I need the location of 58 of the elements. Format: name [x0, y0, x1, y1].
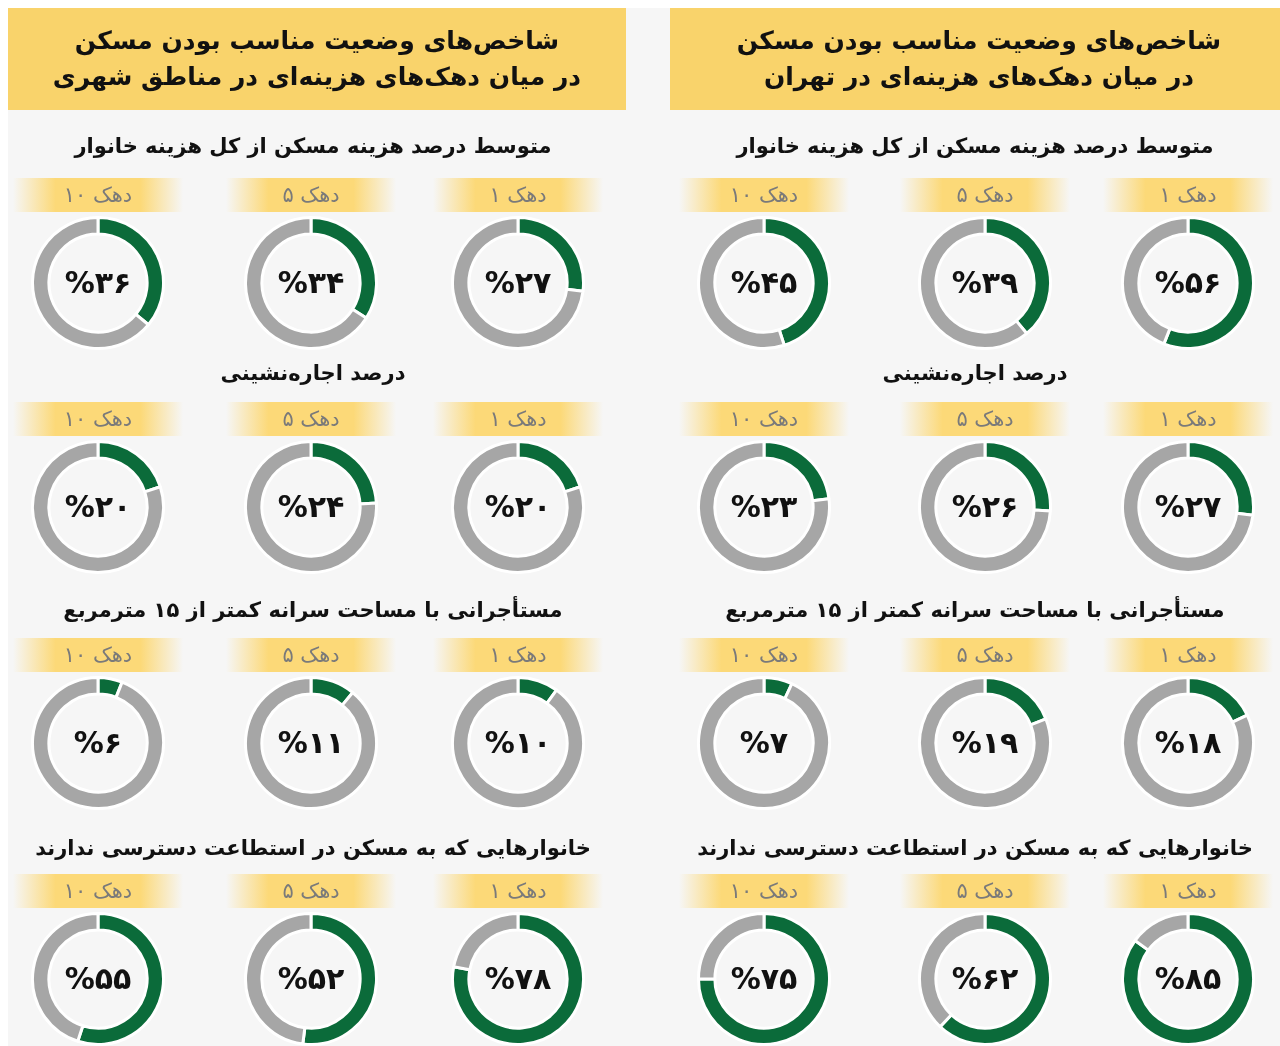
data-label: %۷۵	[730, 960, 798, 996]
data-label: %۵۶	[1154, 264, 1222, 300]
data-label: %۱۰	[484, 724, 552, 760]
data-label: %۷	[739, 724, 789, 760]
data-label: %۲۴	[277, 488, 345, 524]
data-label: %۶۲	[951, 960, 1019, 996]
data-label: %۵۵	[64, 960, 132, 996]
chart-title: دهک ۱	[433, 402, 603, 436]
chart-title: دهک ۱۰	[13, 178, 183, 212]
data-label: %۶	[73, 724, 123, 760]
data-label: %۵۲	[277, 960, 345, 996]
data-label: %۳۴	[277, 264, 345, 300]
chart-title: دهک ۵	[226, 638, 396, 672]
chart-title: دهک ۱۰	[13, 874, 183, 908]
chart-title: دهک ۵	[900, 874, 1070, 908]
text: درصد اجاره‌نشینی	[881, 360, 1069, 387]
chart-title: دهک ۱	[433, 638, 603, 672]
data-label: %۲۶	[951, 488, 1019, 524]
chart-title: دهک ۱۰	[679, 178, 849, 212]
data-label: %۳۹	[951, 264, 1019, 300]
chart-title: دهک ۱	[433, 178, 603, 212]
text: مستأجرانی با مساحت سرانه کمتر از ۱۵ مترمربع	[62, 595, 564, 624]
data-label: %۱۹	[951, 724, 1019, 760]
chart-title: دهک ۱	[1103, 402, 1273, 436]
text: شاخص‌های وضعیت مناسب بودن مسکن در میان دهک‌های هزینه‌ای در مناطق شهری	[8, 8, 626, 110]
chart-title: دهک ۱۰	[13, 402, 183, 436]
text: خانوارهایی که به مسکن در استطاعت دسترسی ندارند	[696, 835, 1254, 862]
chart-title: دهک ۵	[900, 638, 1070, 672]
data-label: %۲۰	[484, 488, 552, 524]
data-label: %۳۶	[64, 264, 132, 300]
text: خانوارهایی که به مسکن در استطاعت دسترسی ندارند	[34, 835, 592, 862]
chart-title: دهک ۱۰	[13, 638, 183, 672]
data-label: %۸۵	[1154, 960, 1222, 996]
chart-title: دهک ۱	[1103, 874, 1273, 908]
data-label: %۱۸	[1154, 724, 1222, 760]
text: متوسط درصد هزینه مسکن از کل هزینه خانوار	[72, 133, 553, 160]
chart-title: دهک ۵	[900, 178, 1070, 212]
chart-title: دهک ۱۰	[679, 402, 849, 436]
chart-title: دهک ۱۰	[679, 638, 849, 672]
data-label: %۲۷	[1154, 488, 1222, 524]
data-label: %۲۳	[730, 488, 798, 524]
chart-title: دهک ۱	[1103, 638, 1273, 672]
chart-title: دهک ۵	[900, 402, 1070, 436]
chart-title: دهک ۵	[226, 178, 396, 212]
text: متوسط درصد هزینه مسکن از کل هزینه خانوار	[734, 133, 1215, 160]
chart-title: دهک ۵	[226, 874, 396, 908]
text: شاخص‌های وضعیت مناسب بودن مسکن در میان دهک‌های هزینه‌ای در تهران	[670, 8, 1280, 110]
chart-title: دهک ۱	[1103, 178, 1273, 212]
chart-title: دهک ۵	[226, 402, 396, 436]
chart-title: دهک ۱۰	[679, 874, 849, 908]
chart-title: دهک ۱	[433, 874, 603, 908]
data-label: %۷۸	[484, 960, 552, 996]
text: درصد اجاره‌نشینی	[219, 360, 407, 387]
data-label: %۲۷	[484, 264, 552, 300]
data-label: %۲۰	[64, 488, 132, 524]
data-label: %۱۱	[277, 724, 345, 760]
text: مستأجرانی با مساحت سرانه کمتر از ۱۵ مترمربع	[724, 595, 1226, 624]
data-label: %۴۵	[730, 264, 798, 300]
